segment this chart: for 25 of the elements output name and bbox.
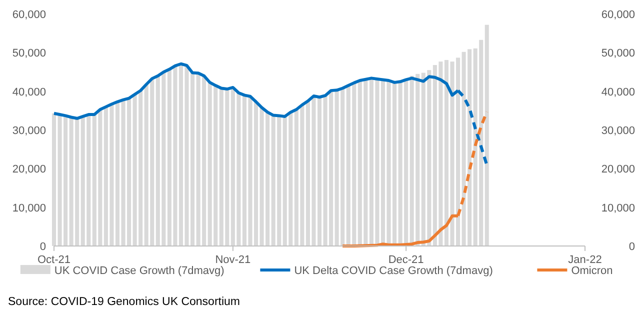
y2-tick-label: 0 [628, 241, 635, 253]
x-tick-label: Jan-22 [568, 254, 602, 266]
y-tick-label: 40,000 [12, 86, 46, 98]
x-tick-label: Nov-21 [215, 254, 251, 266]
source-note: Source: COVID-19 Genomics UK Consortium [8, 296, 240, 308]
y2-tick-label: 30,000 [601, 125, 635, 137]
x-tick-label: Oct-21 [37, 254, 71, 266]
y2-tick-label: 10,000 [601, 202, 635, 214]
legend-label: UK Delta COVID Case Growth (7dmavg) [294, 265, 493, 277]
y-tick-label: 20,000 [12, 164, 46, 176]
y2-tick-label: 60,000 [601, 9, 635, 21]
y-tick-label: 0 [40, 241, 46, 253]
y-tick-label: 10,000 [12, 202, 46, 214]
y-tick-label: 50,000 [12, 48, 46, 60]
x-tick-label: Dec-21 [388, 254, 424, 266]
y2-tick-label: 20,000 [601, 164, 635, 176]
bar [317, 97, 322, 246]
bar [52, 113, 56, 246]
y-tick-label: 60,000 [12, 9, 46, 21]
bar [484, 24, 489, 246]
legend-label: UK COVID Case Growth (7dmavg) [54, 265, 224, 277]
y-tick-label: 30,000 [12, 125, 46, 137]
y2-tick-label: 50,000 [601, 48, 635, 60]
legend-label: Omicron [571, 265, 613, 277]
y2-tick-label: 40,000 [601, 86, 635, 98]
